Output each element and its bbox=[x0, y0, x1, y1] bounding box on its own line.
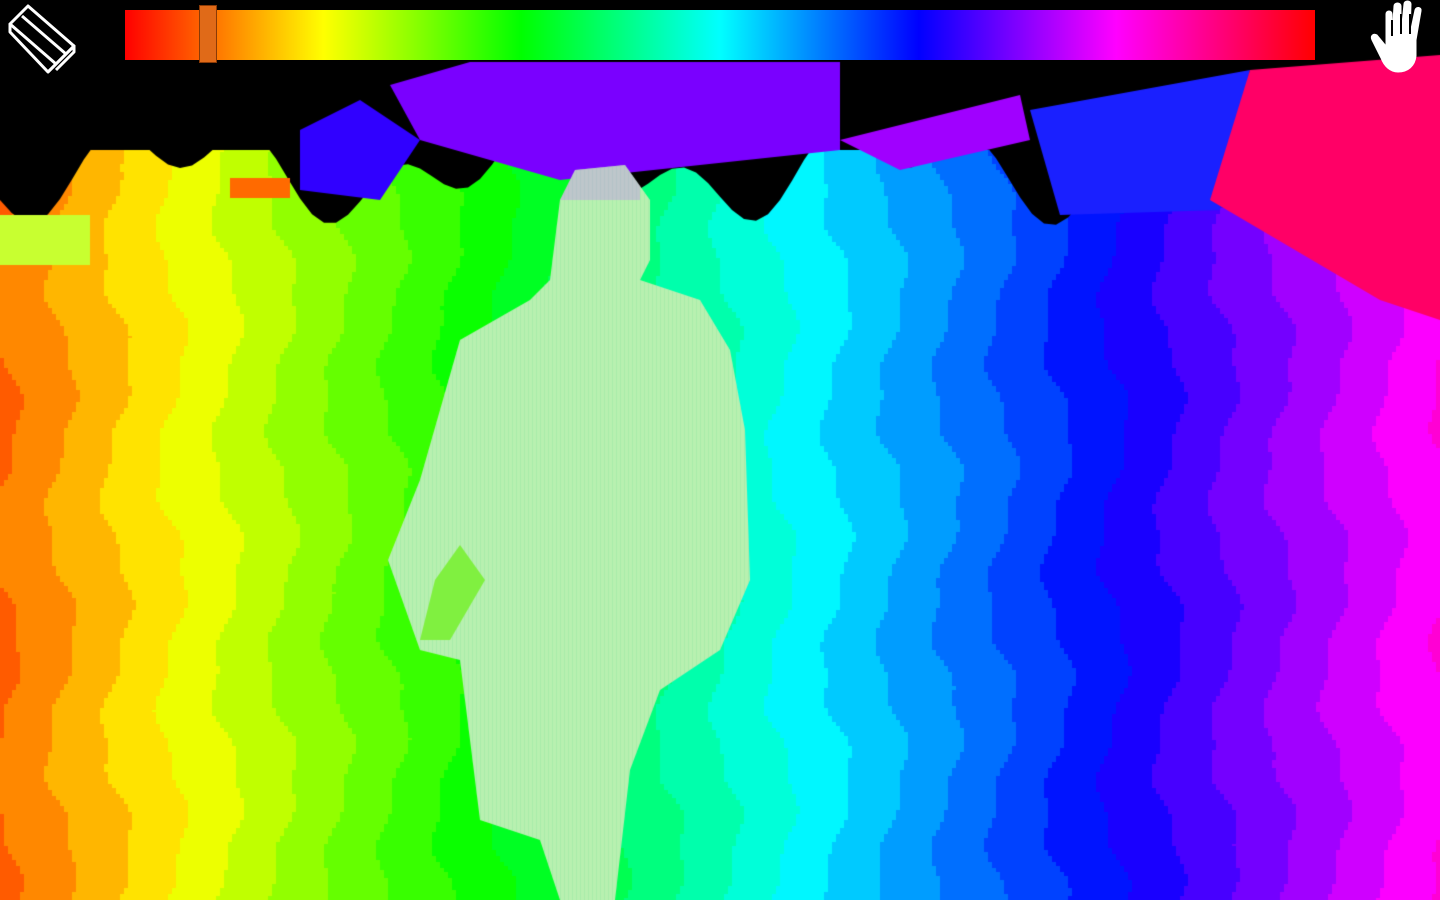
hue-slider-thumb[interactable] bbox=[199, 5, 218, 63]
eraser-icon[interactable] bbox=[2, 2, 78, 76]
hue-slider[interactable] bbox=[125, 5, 1315, 63]
hue-slider-track[interactable] bbox=[125, 10, 1315, 60]
hand-icon[interactable] bbox=[1368, 0, 1438, 76]
